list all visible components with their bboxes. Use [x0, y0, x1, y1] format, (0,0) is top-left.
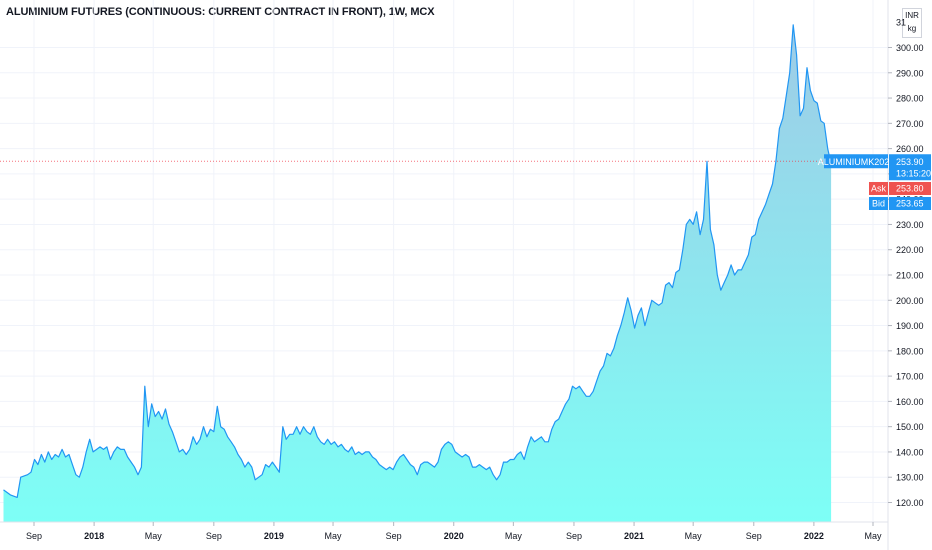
- y-tick-label: 270.00: [896, 119, 924, 129]
- y-tick-label-partial: 31: [896, 18, 906, 28]
- y-tick-label: 120.00: [896, 498, 924, 508]
- y-tick-label: 190.00: [896, 321, 924, 331]
- y-tick-label: 260.00: [896, 144, 924, 154]
- unit-label: kg: [907, 24, 917, 33]
- last-price-label: 253.90: [896, 157, 924, 167]
- y-tick-label: 300.00: [896, 43, 924, 53]
- x-tick-label: May: [864, 531, 882, 541]
- ask-price-label: 253.80: [896, 184, 924, 194]
- x-tick-label: Sep: [26, 531, 42, 541]
- y-tick-label: 280.00: [896, 94, 924, 104]
- currency-label: INR: [905, 11, 919, 20]
- x-tick-label: May: [145, 531, 163, 541]
- y-tick-label: 130.00: [896, 473, 924, 483]
- x-tick-label: Sep: [746, 531, 762, 541]
- y-tick-label: 200.00: [896, 296, 924, 306]
- x-tick-label: 2022: [804, 531, 824, 541]
- ask-price-box: [889, 182, 931, 195]
- y-tick-label: 180.00: [896, 346, 924, 356]
- y-tick-label: 220.00: [896, 245, 924, 255]
- timer-label: 13:15:20: [896, 168, 931, 178]
- ask-tag: Ask: [871, 184, 887, 194]
- ask-tag-box: [869, 182, 888, 195]
- x-tick-label: Sep: [566, 531, 582, 541]
- y-tick-label: 290.00: [896, 68, 924, 78]
- x-tick-label: Sep: [206, 531, 222, 541]
- symbol-label: ALUMINIUMK2022: [818, 157, 895, 167]
- x-tick-label: 2018: [84, 531, 104, 541]
- y-tick-label: 170.00: [896, 372, 924, 382]
- x-tick-label: 2021: [624, 531, 644, 541]
- x-tick-label: May: [505, 531, 523, 541]
- bid-tag-box: [869, 197, 888, 210]
- y-tick-label: 230.00: [896, 220, 924, 230]
- x-tick-label: Sep: [386, 531, 402, 541]
- y-tick-label: 210.00: [896, 271, 924, 281]
- y-tick-label: 140.00: [896, 447, 924, 457]
- x-tick-label: 2019: [264, 531, 284, 541]
- x-tick-label: 2020: [444, 531, 464, 541]
- chart-title: ALUMINIUM FUTURES (CONTINUOUS: CURRENT C…: [6, 6, 435, 18]
- x-tick-label: May: [325, 531, 343, 541]
- y-tick-label: 150.00: [896, 422, 924, 432]
- bid-price-box: [889, 197, 931, 210]
- x-tick-label: May: [685, 531, 703, 541]
- y-tick-label: 160.00: [896, 397, 924, 407]
- bid-tag: Bid: [872, 199, 885, 209]
- bid-price-label: 253.65: [896, 199, 924, 209]
- last-price-box: [889, 154, 931, 181]
- area-fill: [3, 24, 832, 523]
- price-line: [3, 24, 832, 498]
- symbol-label-box: [824, 154, 888, 169]
- unit-selector[interactable]: INR kg: [902, 8, 922, 38]
